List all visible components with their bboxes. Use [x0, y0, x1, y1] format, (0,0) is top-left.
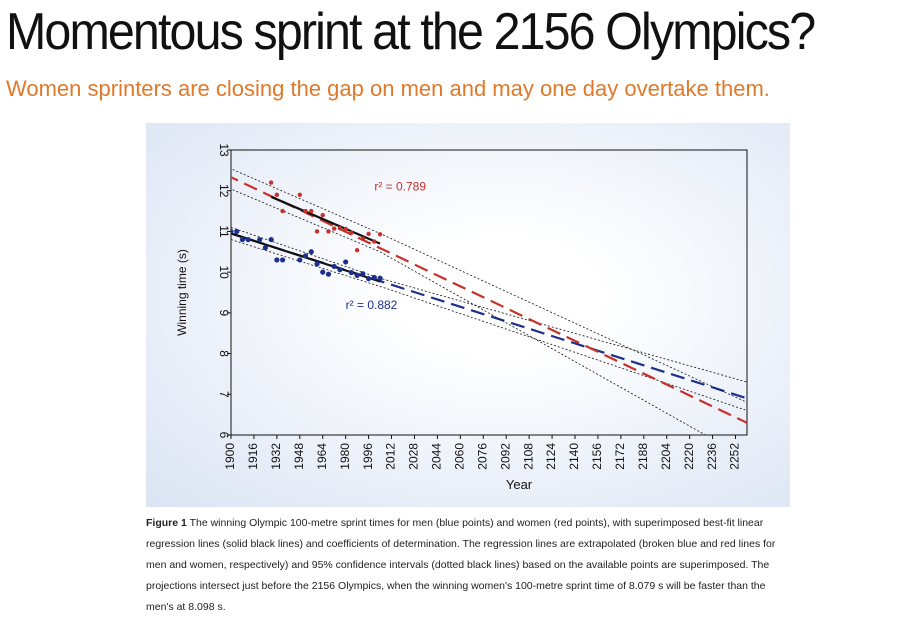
- caption-label: Figure 1: [146, 517, 187, 529]
- x-tick-label: 1964: [315, 443, 329, 470]
- men-data-point: [377, 275, 383, 281]
- x-tick-label: 2236: [705, 443, 719, 470]
- x-tick-label: 2092: [498, 443, 512, 470]
- chart-svg: 6 7 8 9 10 11 12 13 1900 1916 1932 1948 1964 1980 1996…: [175, 143, 748, 492]
- men-data-point: [320, 269, 326, 275]
- men-data-point: [257, 236, 263, 243]
- men-data-point: [274, 257, 280, 263]
- men-ci-upper: [231, 226, 747, 383]
- men-data-point: [231, 228, 234, 235]
- x-tick-label: 1996: [361, 443, 375, 470]
- plot-frame: [230, 149, 748, 436]
- men-data-point: [366, 276, 372, 282]
- caption-text: The winning Olympic 100-metre sprint tim…: [146, 517, 776, 613]
- y-tick-label: 10: [217, 265, 231, 279]
- women-data-point: [366, 231, 371, 237]
- men-data-point: [348, 269, 354, 276]
- x-tick-label: 2108: [521, 443, 535, 470]
- women-data-point: [337, 225, 343, 231]
- women-data-point: [372, 239, 377, 244]
- x-tick-label: 2012: [384, 443, 398, 470]
- y-tick-label: 13: [217, 143, 231, 157]
- women-data-point: [268, 180, 274, 185]
- women-data-point: [274, 192, 280, 197]
- plot-layer: [231, 168, 747, 435]
- men-data-point: [302, 253, 309, 259]
- x-tick-label: 1948: [292, 443, 306, 470]
- men-data-point: [371, 274, 377, 281]
- y-tick-label: 12: [217, 184, 231, 198]
- men-data-point: [239, 236, 246, 243]
- men-ci-lower: [231, 239, 747, 411]
- y-tick-label: 8: [217, 350, 231, 357]
- y-tick-label: 11: [217, 225, 231, 238]
- men-data-point: [360, 271, 366, 277]
- x-axis-label: Year: [506, 477, 533, 492]
- men-data-point: [234, 228, 240, 235]
- x-tick-label: 1932: [269, 443, 283, 470]
- x-tick-label: 1980: [338, 443, 352, 470]
- y-tick-label: 6: [217, 432, 231, 439]
- y-tick-label: 7: [217, 391, 231, 398]
- women-extrapolation-line: [231, 175, 747, 424]
- men-data-point: [245, 236, 251, 243]
- x-tick-label: 2044: [430, 443, 444, 470]
- women-data-point: [309, 208, 314, 214]
- women-data-point: [303, 208, 308, 214]
- women-ci-upper: [231, 168, 747, 403]
- women-data-point: [377, 232, 383, 237]
- men-r2-annotation: r² = 0.882: [346, 298, 398, 312]
- x-tick-label: 2124: [544, 443, 558, 470]
- men-data-point: [308, 249, 314, 255]
- women-fit-line: [270, 195, 381, 245]
- x-tick-label: 2076: [475, 443, 489, 470]
- women-data-point: [354, 247, 360, 253]
- x-tick-label: 2204: [659, 443, 673, 470]
- women-r2-annotation: r² = 0.789: [374, 180, 426, 194]
- page-subtitle: Women sprinters are closing the gap on m…: [6, 76, 770, 101]
- x-tick-label: 2028: [407, 443, 421, 470]
- men-data-point: [331, 263, 337, 270]
- x-tick-label: 2188: [636, 443, 650, 470]
- women-data-point: [343, 226, 348, 232]
- men-data-point: [314, 261, 320, 267]
- men-data-point: [325, 271, 332, 277]
- women-ci-lower: [231, 188, 707, 435]
- men-data-point: [262, 245, 268, 251]
- men-data-point: [268, 236, 274, 243]
- x-tick-label: 2252: [728, 443, 742, 470]
- women-data-point: [360, 236, 366, 241]
- women-data-point: [349, 230, 354, 235]
- chart-panel: 6 7 8 9 10 11 12 13 1900 1916 1932 1948 1964 1980 1996…: [146, 123, 790, 507]
- x-tick-label: 2220: [682, 443, 696, 470]
- women-data-point: [326, 229, 331, 234]
- x-tick-label: 2172: [613, 443, 627, 470]
- figure-caption: Figure 1 The winning Olympic 100-metre s…: [146, 513, 796, 618]
- men-data-point: [354, 272, 360, 278]
- women-data-point: [314, 229, 320, 234]
- y-axis-label: Winning time (s): [175, 249, 189, 336]
- men-data-point: [343, 259, 349, 265]
- x-tick-label: 2060: [453, 443, 467, 470]
- men-data-point: [280, 257, 286, 263]
- women-data-point: [320, 212, 325, 218]
- women-data-point: [280, 208, 285, 214]
- x-tick-label: 2140: [567, 443, 581, 470]
- men-data-point: [337, 267, 343, 273]
- x-tick-label: 1900: [223, 443, 237, 470]
- x-tick-label: 2156: [590, 443, 604, 470]
- men-data-point: [297, 257, 303, 263]
- women-data-point: [332, 226, 337, 231]
- women-data-point: [297, 192, 302, 197]
- x-tick-label: 1916: [246, 443, 260, 470]
- page-title: Momentous sprint at the 2156 Olympics?: [6, 3, 816, 61]
- y-tick-label: 9: [217, 310, 231, 317]
